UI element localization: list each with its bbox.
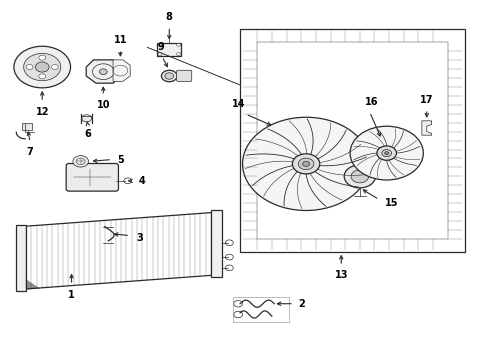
Bar	[233, 297, 289, 321]
Circle shape	[161, 70, 177, 82]
Bar	[257, 42, 448, 239]
Text: 6: 6	[84, 129, 91, 139]
Polygon shape	[211, 211, 221, 277]
Polygon shape	[86, 60, 121, 83]
Text: 11: 11	[114, 35, 127, 45]
Circle shape	[176, 43, 180, 46]
Bar	[157, 42, 181, 56]
Text: 15: 15	[385, 198, 399, 208]
Text: 13: 13	[335, 270, 348, 280]
Text: 3: 3	[137, 233, 143, 243]
Bar	[240, 30, 465, 252]
Circle shape	[158, 43, 162, 46]
Bar	[22, 123, 32, 130]
Circle shape	[26, 64, 33, 69]
Circle shape	[82, 115, 92, 122]
Text: 8: 8	[166, 12, 172, 22]
Circle shape	[158, 53, 162, 55]
Text: 17: 17	[420, 95, 434, 105]
Circle shape	[243, 117, 369, 211]
FancyBboxPatch shape	[66, 163, 119, 191]
Text: 14: 14	[232, 99, 246, 109]
Circle shape	[165, 73, 173, 79]
Circle shape	[234, 311, 243, 318]
Text: 5: 5	[117, 154, 124, 165]
Text: 16: 16	[365, 97, 379, 107]
Circle shape	[73, 156, 89, 167]
Circle shape	[344, 165, 375, 188]
Circle shape	[35, 62, 49, 72]
Polygon shape	[113, 60, 130, 81]
Circle shape	[298, 158, 314, 170]
Circle shape	[14, 46, 71, 88]
Circle shape	[39, 74, 46, 79]
Circle shape	[382, 149, 392, 157]
Circle shape	[99, 69, 107, 75]
Circle shape	[350, 126, 423, 180]
Text: 12: 12	[35, 107, 49, 117]
Text: 1: 1	[68, 290, 75, 300]
Circle shape	[39, 55, 46, 60]
Circle shape	[351, 170, 368, 183]
Circle shape	[377, 146, 396, 160]
Circle shape	[303, 161, 310, 166]
Circle shape	[24, 53, 61, 81]
Text: 9: 9	[157, 42, 164, 52]
Polygon shape	[422, 121, 432, 135]
Circle shape	[234, 301, 243, 307]
Text: 7: 7	[26, 147, 33, 157]
Text: 4: 4	[139, 176, 145, 186]
FancyBboxPatch shape	[176, 70, 192, 81]
Circle shape	[51, 64, 58, 69]
Circle shape	[293, 154, 320, 174]
Text: 10: 10	[97, 100, 110, 110]
Circle shape	[385, 152, 389, 154]
Text: 2: 2	[299, 299, 305, 309]
Polygon shape	[16, 225, 26, 291]
Circle shape	[176, 53, 180, 55]
